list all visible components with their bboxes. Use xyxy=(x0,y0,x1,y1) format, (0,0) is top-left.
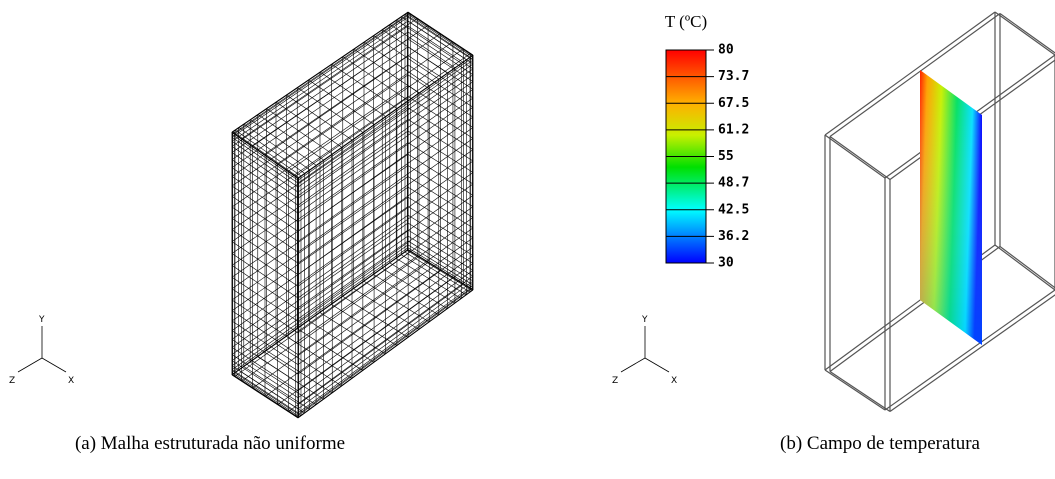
colorbar-tick-label: 55 xyxy=(718,149,734,164)
axis-line xyxy=(621,358,645,372)
mesh-line xyxy=(252,25,428,146)
axis-label: X xyxy=(671,376,677,386)
axis-line xyxy=(645,358,669,372)
mesh-line xyxy=(278,42,453,164)
mesh-line xyxy=(235,252,411,377)
figure: T (ºC) (a) Malha estruturada não uniform… xyxy=(0,0,1055,479)
colorbar-tick-label: 48.7 xyxy=(718,176,749,191)
mesh-line xyxy=(288,284,463,412)
mesh-line xyxy=(252,262,428,388)
wire-edge xyxy=(995,245,1055,290)
mesh xyxy=(232,12,473,418)
mesh-line xyxy=(295,288,470,416)
axis-line xyxy=(42,358,66,372)
wire-edge xyxy=(995,12,1055,55)
colorbar-title: T (ºC) xyxy=(665,12,707,31)
caption: (b) Campo de temperatura xyxy=(780,433,981,454)
axis-label: X xyxy=(68,376,74,386)
wire-edge xyxy=(830,372,890,412)
colorbar-tick-label: 36.2 xyxy=(718,229,749,244)
wire-edge xyxy=(825,135,885,178)
axis-label: Y xyxy=(641,315,648,325)
axis-triad xyxy=(18,326,66,372)
mesh-line xyxy=(242,18,418,138)
axis-line xyxy=(18,358,42,372)
colorbar-tick-label: 67.5 xyxy=(718,96,749,111)
axis-label: Z xyxy=(9,376,15,386)
axis-triad xyxy=(621,326,669,372)
axis-label: Z xyxy=(612,376,618,386)
temperature-plane-shade xyxy=(920,70,982,345)
colorbar-tick-label: 80 xyxy=(718,43,734,58)
colorbar-tick-label: 42.5 xyxy=(718,202,749,217)
colorbar-tick-label: 30 xyxy=(718,256,734,271)
colorbar-tick-label: 61.2 xyxy=(718,122,749,137)
caption: (a) Malha estruturada não uniforme xyxy=(75,433,345,454)
wire-edge xyxy=(830,137,890,180)
axis-label: Y xyxy=(38,315,45,325)
colorbar-tick-label: 73.7 xyxy=(718,69,749,84)
wire-edge xyxy=(825,370,885,410)
